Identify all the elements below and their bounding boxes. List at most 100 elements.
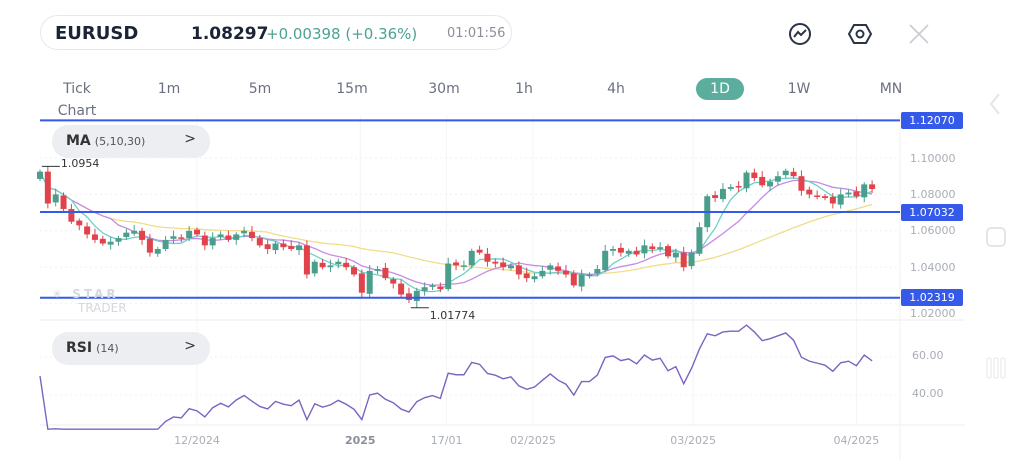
candle-down: [351, 267, 357, 275]
candle-up: [154, 249, 161, 254]
tab-mn[interactable]: MN: [879, 81, 903, 97]
candle-down: [798, 176, 805, 191]
settings-hex-icon[interactable]: [846, 20, 874, 48]
candle-up: [743, 172, 750, 189]
high-price-label: 1.0954: [60, 157, 100, 171]
candle-up: [186, 230, 193, 239]
candle-up: [845, 192, 852, 195]
candle-up: [531, 276, 538, 280]
candle-down: [751, 172, 758, 179]
tab-1m[interactable]: 1m: [157, 81, 181, 97]
candle-down: [665, 246, 671, 257]
tab-1h[interactable]: 1h: [515, 81, 533, 97]
candle-down: [806, 189, 813, 195]
candle-down: [570, 273, 577, 286]
candle-down: [822, 196, 828, 199]
date-tick-label: 04/2025: [833, 434, 880, 447]
tab-1d[interactable]: 1D: [696, 78, 744, 100]
candle-up: [727, 187, 734, 189]
rsi-indicator-pill[interactable]: RSI (14) >: [52, 332, 210, 365]
price-tick-label: 1.02000: [910, 307, 956, 321]
tab-1w[interactable]: 1W: [787, 81, 811, 97]
server-time: 01:01:56: [447, 26, 506, 41]
tab-30m[interactable]: 30m: [428, 81, 460, 97]
candle-up: [468, 250, 475, 266]
candle-down: [146, 238, 153, 253]
candle-down: [139, 230, 146, 240]
candle-down: [99, 238, 106, 244]
price-tick-label: 1.08000: [910, 187, 956, 201]
date-tick-label: 12/2024: [174, 434, 220, 447]
candle-up: [625, 250, 632, 254]
candle-up: [719, 188, 726, 200]
tab-4h[interactable]: 4h: [607, 81, 625, 97]
rsi-tick-label: 40.00: [912, 387, 944, 400]
candle-up: [445, 263, 452, 290]
candle-down: [358, 273, 365, 293]
tab-tick-chart[interactable]: Tick Chart: [57, 81, 97, 119]
candle-up: [170, 236, 177, 239]
level-price-label: 1.02319: [901, 289, 963, 307]
symbol-name: EURUSD: [55, 23, 139, 44]
candle-down: [712, 195, 719, 199]
candle-down: [201, 235, 208, 246]
candle-down: [84, 226, 91, 235]
candle-up: [272, 243, 279, 251]
candle-down: [523, 273, 530, 279]
watermark-logo: ✳ STAR TRADER: [52, 287, 127, 315]
candle-down: [44, 171, 51, 204]
rsi-params: (14): [96, 342, 119, 355]
tab-5m[interactable]: 5m: [248, 81, 272, 97]
candle-down: [617, 247, 624, 253]
collapse-chevron-icon[interactable]: [985, 90, 1005, 118]
candle-up: [774, 176, 781, 182]
ma-indicator-pill[interactable]: MA (5,10,30) >: [52, 125, 210, 158]
candle-down: [500, 262, 507, 268]
drag-handle-icon[interactable]: [985, 356, 1007, 380]
candle-up: [217, 234, 224, 237]
candle-up: [209, 238, 216, 246]
tab-15m[interactable]: 15m: [336, 81, 368, 97]
chevron-right-icon: >: [184, 338, 196, 354]
candle-up: [782, 170, 789, 176]
candle-up: [688, 252, 695, 267]
candle-up: [861, 184, 868, 198]
candle-up: [366, 270, 373, 294]
candle-up: [508, 265, 514, 269]
symbol-header[interactable]: EURUSD 1.08297 +0.00398 (+0.36%) 01:01:5…: [40, 15, 512, 50]
ma5-line: [39, 171, 873, 293]
drawing-square-icon[interactable]: [984, 225, 1008, 249]
level-price-label: 1.07032: [901, 203, 963, 221]
candle-up: [610, 249, 617, 251]
candle-up: [327, 265, 334, 268]
candle-up: [429, 285, 436, 287]
chart-indicator-icon[interactable]: [786, 20, 814, 48]
candle-down: [288, 246, 295, 249]
candle-down: [264, 244, 271, 249]
candle-down: [562, 270, 569, 275]
candle-down: [405, 293, 412, 300]
candle-up: [241, 230, 248, 234]
candle-down: [343, 262, 350, 268]
candle-down: [382, 267, 389, 279]
candle-up: [374, 269, 381, 271]
candle-up: [335, 261, 342, 265]
candle-up: [37, 171, 43, 179]
candle-up: [641, 245, 648, 254]
candle-up: [413, 290, 420, 302]
candle-up: [594, 269, 601, 274]
low-price-label: 1.01774: [429, 308, 476, 322]
last-price: 1.08297: [191, 24, 269, 44]
candle-down: [649, 246, 656, 249]
date-tick-label: 17/01: [430, 434, 463, 447]
candle-down: [759, 176, 766, 186]
candle-down: [484, 253, 491, 262]
close-icon[interactable]: [906, 21, 932, 47]
candle-down: [60, 195, 67, 209]
candle-down: [453, 262, 460, 266]
candle-up: [311, 261, 318, 274]
candle-up: [233, 234, 240, 240]
rsi-line: [39, 324, 873, 430]
price-tick-label: 1.04000: [910, 260, 956, 274]
